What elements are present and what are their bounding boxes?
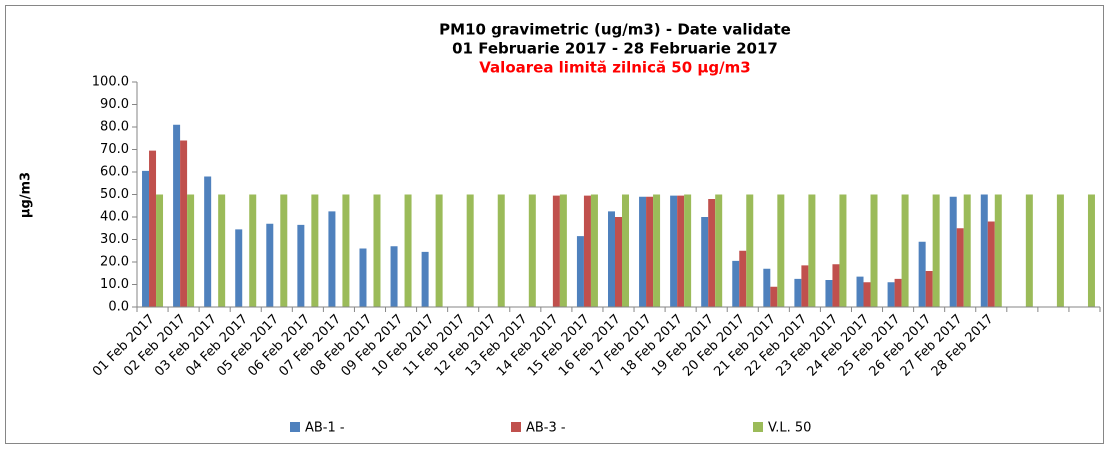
bar	[390, 246, 398, 307]
bar	[856, 276, 864, 307]
bar	[497, 194, 505, 307]
chart-title: PM10 gravimetric (ug/m3) - Date validate	[439, 21, 791, 39]
bar	[777, 194, 785, 307]
bar	[608, 211, 615, 307]
legend-label: V.L. 50	[768, 421, 811, 436]
chart-limit-note: Valoarea limită zilnică 50 µg/m3	[479, 59, 750, 77]
bar	[870, 194, 878, 307]
bar	[142, 170, 150, 307]
bar	[732, 260, 740, 307]
bar	[825, 280, 833, 307]
bar	[435, 194, 443, 307]
bar	[576, 236, 584, 307]
bar	[994, 194, 1002, 307]
bar	[963, 194, 971, 307]
y-tick-label: 80.0	[100, 120, 129, 135]
y-tick-label: 40.0	[100, 210, 129, 225]
bar	[404, 194, 412, 307]
bar	[918, 241, 926, 307]
bar	[249, 194, 257, 307]
bar	[901, 194, 909, 307]
bar	[583, 195, 591, 307]
y-tick-label: 100.0	[92, 75, 129, 90]
bar	[801, 265, 809, 307]
bar	[373, 194, 381, 307]
chart-subtitle: 01 Februarie 2017 - 28 Februarie 2017	[452, 40, 778, 58]
y-tick-label: 10.0	[100, 277, 129, 292]
bar	[894, 278, 902, 307]
bar	[746, 194, 754, 307]
bar	[932, 194, 940, 307]
legend-swatch	[511, 422, 521, 432]
bar	[646, 196, 654, 307]
y-tick-label: 50.0	[100, 187, 129, 202]
bar	[708, 199, 716, 307]
bar	[832, 264, 840, 307]
bar	[639, 196, 647, 307]
bar	[342, 194, 350, 307]
bar	[552, 195, 560, 307]
bar	[359, 248, 367, 307]
bar	[421, 251, 429, 307]
bar	[863, 282, 871, 307]
y-axis-label: µg/m3	[19, 172, 34, 218]
bar	[204, 176, 212, 307]
bar	[149, 150, 157, 307]
bar	[466, 194, 474, 307]
y-tick-label: 20.0	[100, 255, 129, 270]
bar	[739, 250, 747, 307]
bar	[763, 268, 771, 307]
bar	[887, 282, 895, 307]
legend-label: AB-3 -	[526, 421, 566, 436]
bar	[956, 228, 964, 307]
legend-swatch	[290, 422, 300, 432]
bar	[266, 223, 274, 307]
bar	[715, 194, 723, 307]
bar	[1056, 194, 1064, 307]
y-tick-label: 0.0	[108, 300, 129, 315]
bar	[328, 211, 336, 307]
bar	[1025, 194, 1033, 307]
bar	[987, 221, 995, 307]
bar	[949, 196, 957, 307]
bar	[218, 194, 226, 307]
bar	[187, 194, 195, 307]
bar	[808, 194, 816, 307]
bar	[677, 195, 685, 307]
bar	[1087, 194, 1095, 307]
bar	[280, 194, 288, 307]
legend-label: AB-1 -	[305, 421, 345, 436]
bar	[684, 194, 692, 307]
bar	[794, 278, 802, 307]
y-tick-label: 30.0	[100, 232, 129, 247]
bar	[839, 194, 847, 307]
bar	[670, 195, 678, 307]
bar	[615, 217, 622, 307]
bar	[528, 194, 536, 307]
bar	[173, 124, 181, 307]
bar	[925, 271, 933, 307]
legend-swatch	[753, 422, 763, 432]
bar	[297, 224, 305, 307]
bar	[980, 194, 988, 307]
y-tick-label: 70.0	[100, 142, 129, 157]
bar	[235, 229, 243, 307]
bar	[156, 194, 164, 307]
bar	[311, 194, 319, 307]
bar	[590, 194, 598, 307]
bar	[622, 194, 629, 307]
bar	[559, 194, 567, 307]
bar	[653, 194, 661, 307]
y-tick-label: 90.0	[100, 97, 129, 112]
bar	[180, 140, 188, 307]
bar	[770, 286, 778, 307]
y-tick-label: 60.0	[100, 165, 129, 180]
bar	[701, 217, 709, 307]
